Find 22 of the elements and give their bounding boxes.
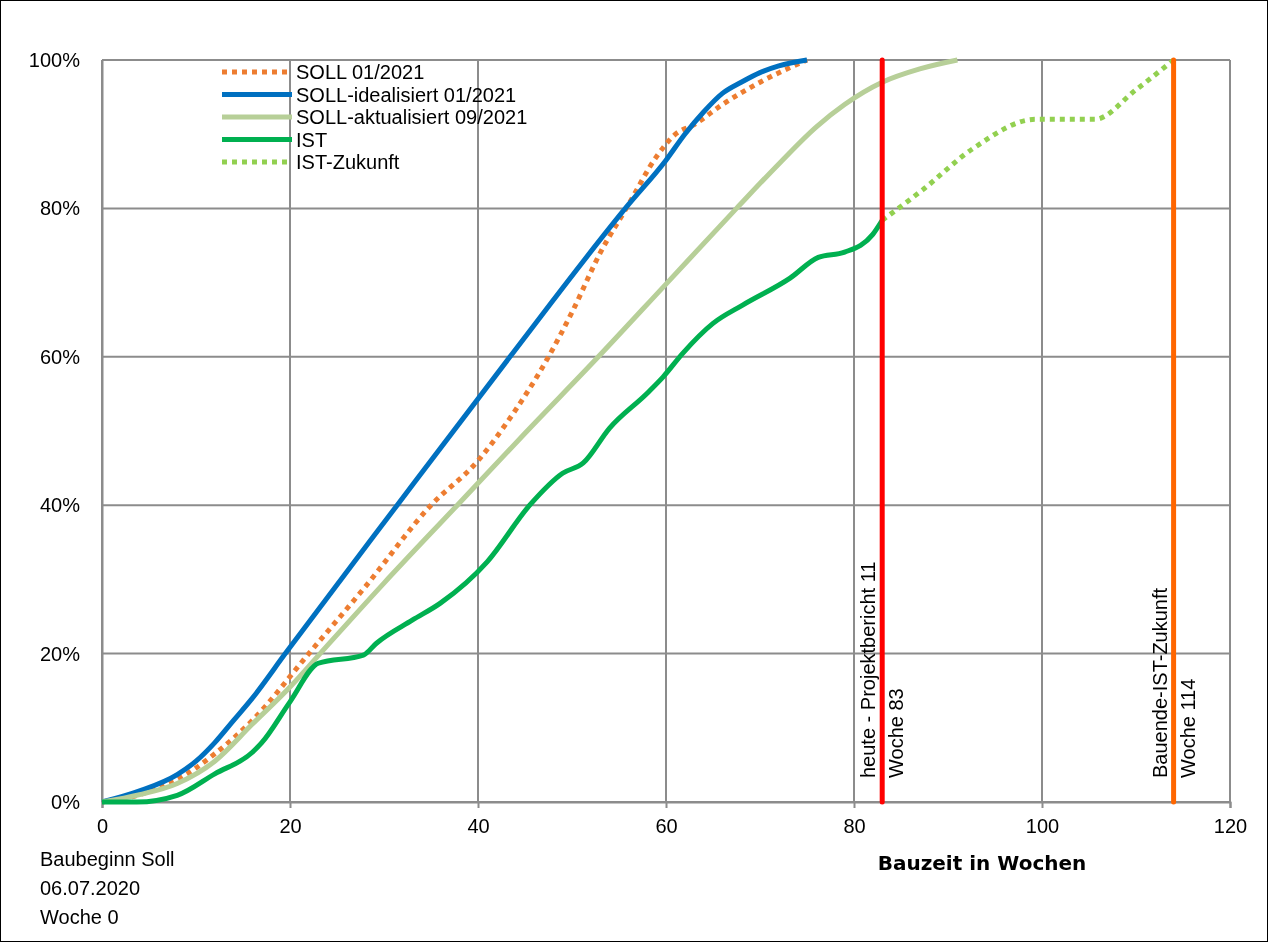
legend-label: IST — [296, 128, 328, 151]
x-tick-label: 0 — [96, 815, 109, 837]
x-tick-label: 40 — [467, 815, 490, 837]
text: Baubeginn Soll 06.07.2020 Woche 0 — [40, 848, 175, 928]
x-tick-label: 20 — [279, 815, 302, 837]
legend-label: SOLL-aktualisiert 09/2021 — [296, 106, 528, 128]
y-tick-label: 40% — [39, 494, 81, 517]
x-tick-label: 120 — [1213, 815, 1248, 837]
y-tick-label: 0% — [51, 790, 81, 813]
y-tick-label: 100% — [28, 48, 81, 71]
x-tick-label: 60 — [655, 815, 678, 837]
y-tick-label: 80% — [39, 197, 81, 220]
ref-line-label: heute - Projektbericht 11 Woche 83 — [857, 561, 908, 778]
x-axis-title: Bauzeit in Wochen — [877, 851, 1087, 875]
y-tick-label: 60% — [39, 345, 81, 368]
legend-label: IST-Zukunft — [296, 151, 400, 173]
x-tick-label: 80 — [843, 815, 866, 837]
ref-line-label: Bauende-IST-Zukunft Woche 114 — [1148, 587, 1199, 778]
x-tick-label: 100 — [1025, 815, 1060, 837]
legend-label: SOLL 01/2021 — [296, 61, 425, 83]
y-tick-label: 20% — [39, 642, 81, 665]
legend-label: SOLL-idealisiert 01/2021 — [296, 83, 517, 106]
